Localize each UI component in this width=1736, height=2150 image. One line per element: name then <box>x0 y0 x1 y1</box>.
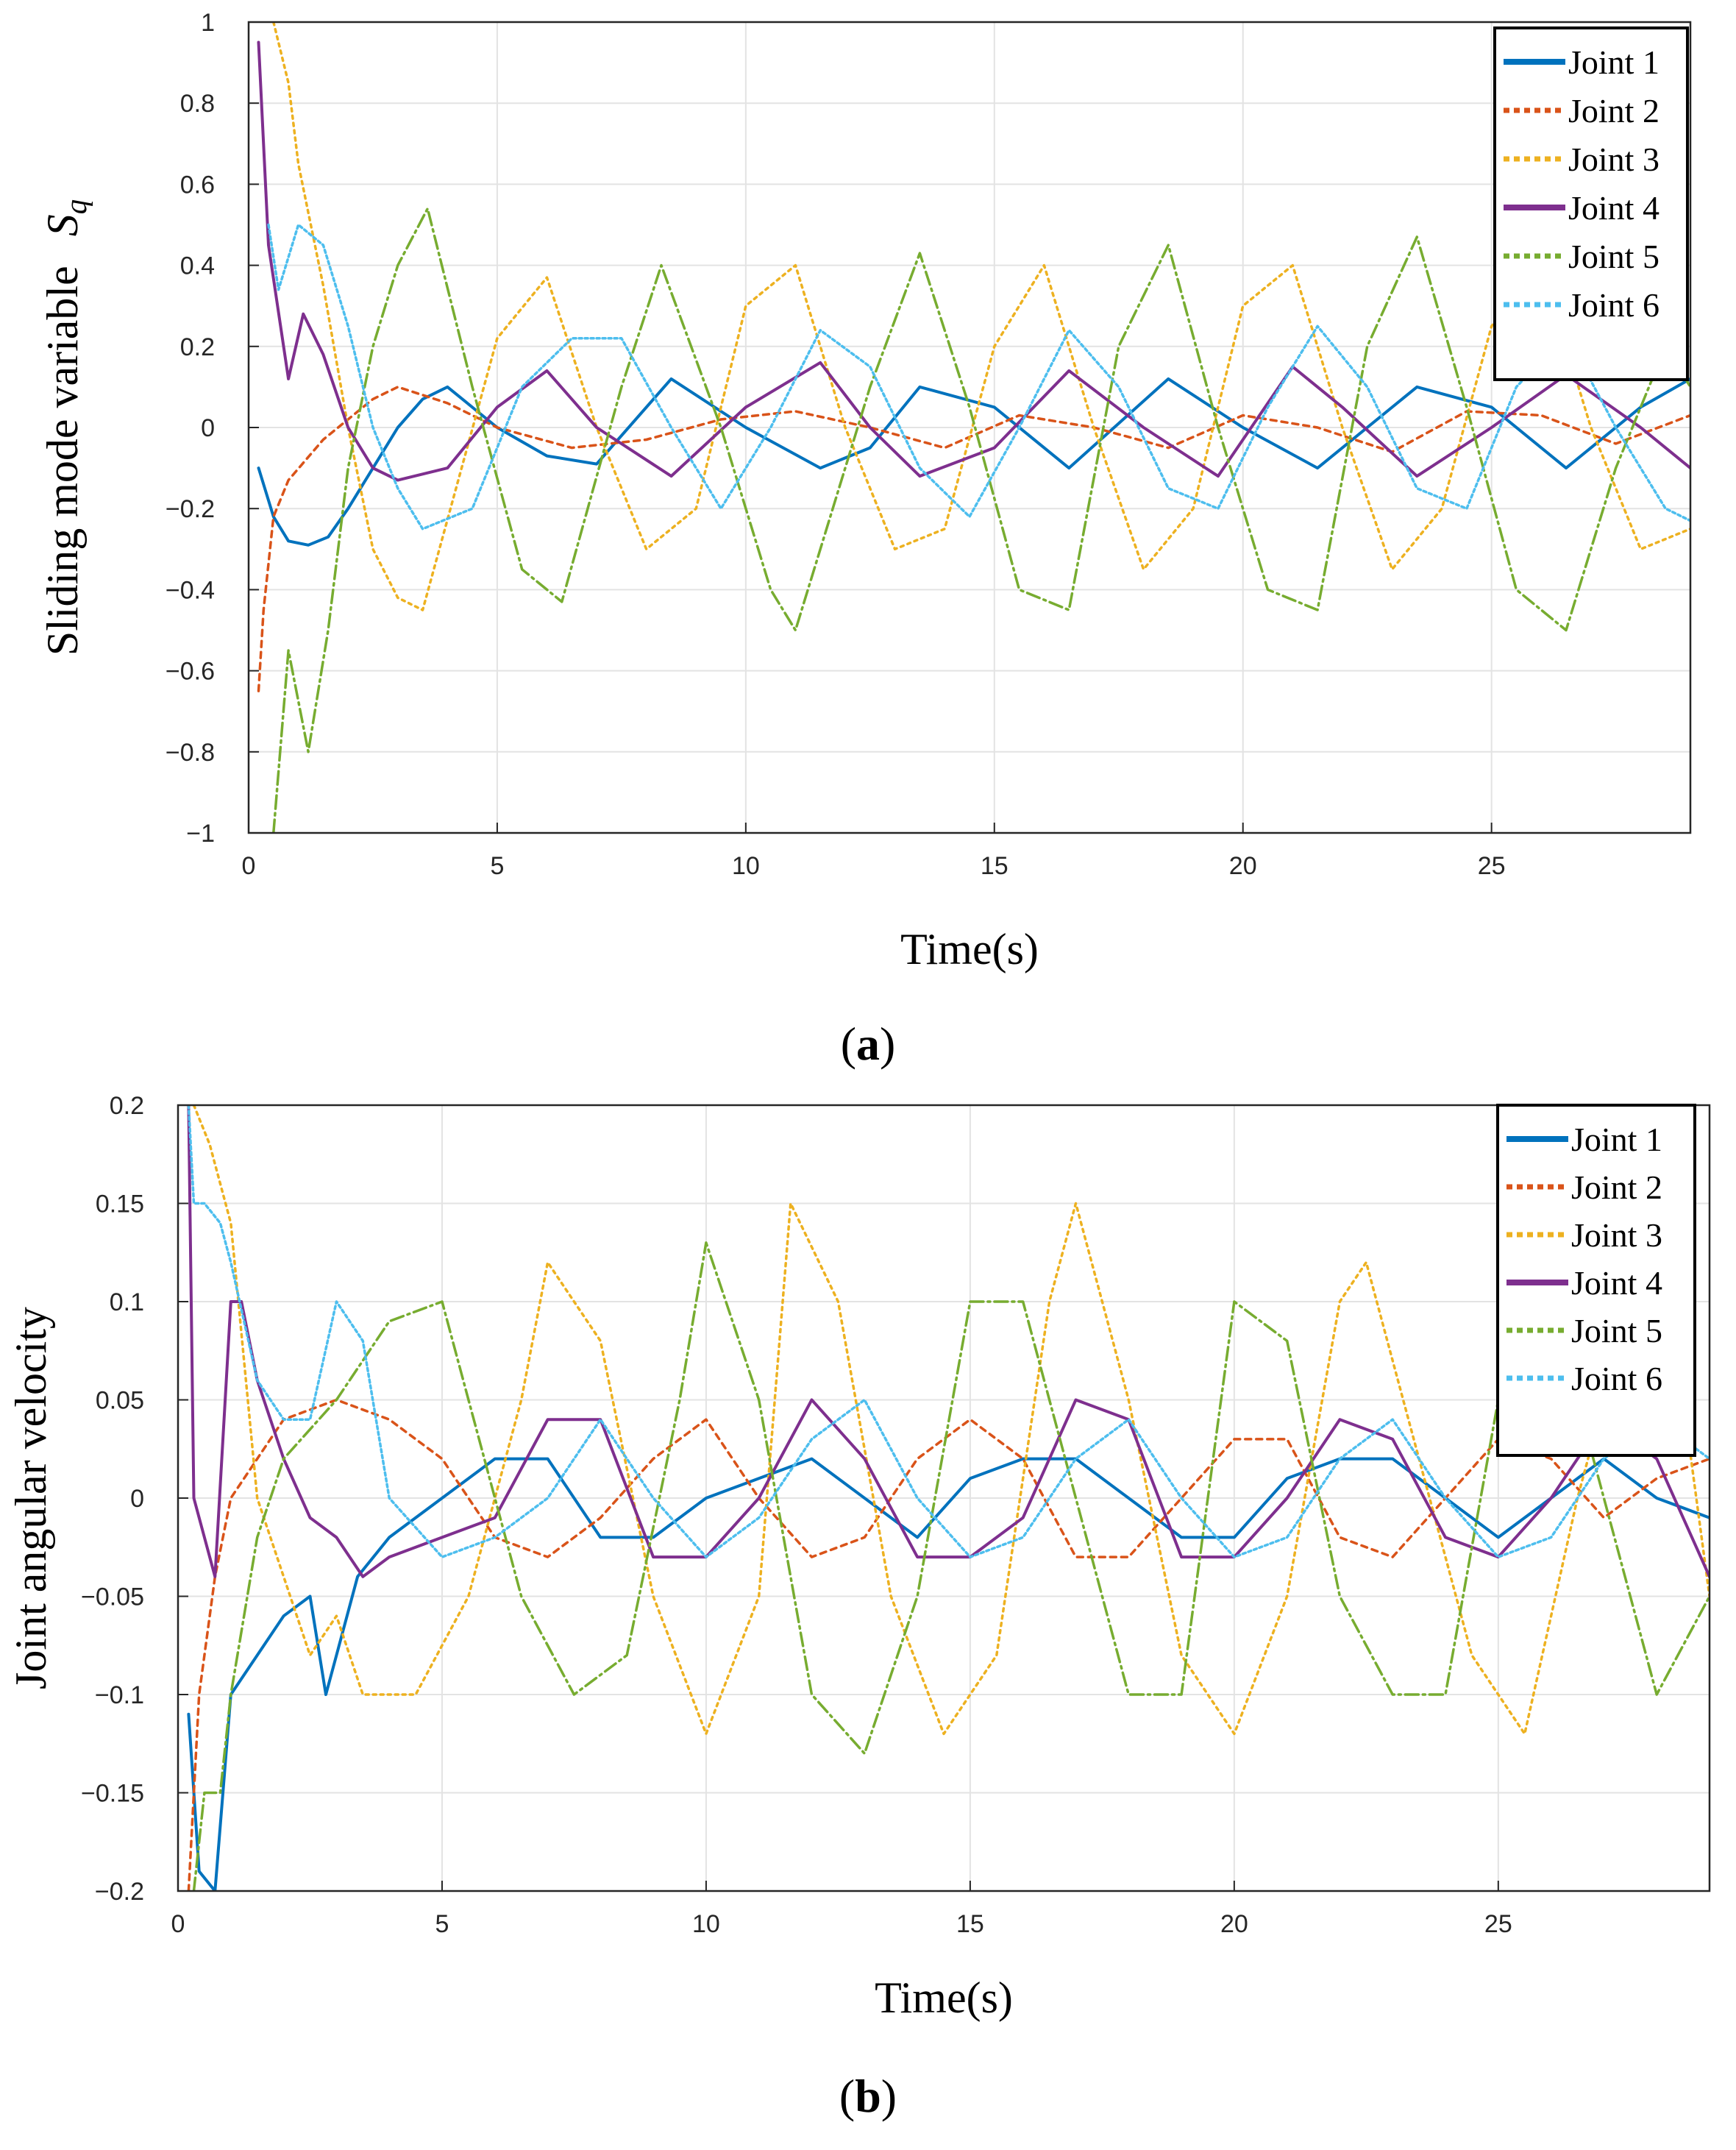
series-line-joint-6 <box>187 1105 1710 1558</box>
legend-label-joint-2: Joint 2 <box>1568 92 1659 130</box>
panel-a: 0 5 10 15 20 25 −1 −0.8 −0.6 −0.4 −0.2 0 0.2 0.4 0.6 0.… <box>38 9 1692 1070</box>
x-tick-label: 0 <box>171 1910 185 1938</box>
legend-label-joint-4: Joint 4 <box>1568 189 1659 227</box>
series-line-joint-4 <box>257 40 1690 482</box>
series-group <box>257 22 1690 833</box>
legend: Joint 1 Joint 2 Joint 3 Joint 4 Joint 5 Joint… <box>1493 26 1689 381</box>
y-tick-label: 0.05 <box>96 1387 144 1415</box>
legend-label-joint-2: Joint 2 <box>1571 1168 1662 1206</box>
y-tick-label: 0.8 <box>180 90 215 118</box>
y-tick-label: 0 <box>201 414 215 442</box>
legend-label-joint-3: Joint 3 <box>1571 1216 1662 1254</box>
y-tick-label: 0.6 <box>180 171 215 199</box>
legend-label-joint-5: Joint 5 <box>1571 1312 1662 1349</box>
x-tick-label: 25 <box>1484 1910 1512 1938</box>
x-tick-label: 5 <box>490 852 504 880</box>
x-axis-label: Time(s) <box>900 925 1039 973</box>
x-tick-label: 20 <box>1220 1910 1248 1938</box>
y-tick-label: −0.05 <box>81 1583 144 1611</box>
x-axis-label: Time(s) <box>875 1973 1013 2022</box>
x-tick-label: 20 <box>1229 852 1257 880</box>
series-group <box>187 1105 1710 1891</box>
y-tick-label: −0.8 <box>166 739 215 767</box>
y-tick-label: −0.2 <box>95 1878 144 1906</box>
y-tick-label: −1 <box>186 820 215 848</box>
panel-caption: (b) <box>839 2070 897 2122</box>
y-axis-label: Sliding mode variable Sq <box>38 199 93 656</box>
series-line-joint-1 <box>187 1457 1710 1891</box>
y-tick-label: 0.1 <box>110 1288 144 1316</box>
legend-label-joint-3: Joint 3 <box>1568 141 1659 178</box>
x-tick-label: 15 <box>956 1910 984 1938</box>
y-tick-label: −0.2 <box>166 495 215 523</box>
series-line-joint-5 <box>272 207 1690 833</box>
legend-label-joint-6: Joint 6 <box>1571 1360 1662 1397</box>
y-axis-label: Joint angular velocity <box>7 1307 55 1689</box>
y-tick-label: 0 <box>130 1485 144 1513</box>
x-tick-label: 10 <box>692 1910 720 1938</box>
x-tick-label: 15 <box>981 852 1008 880</box>
series-line-joint-3 <box>192 1105 1710 1736</box>
x-tick-label: 5 <box>435 1910 449 1938</box>
series-line-joint-1 <box>257 377 1690 547</box>
panel-caption: (a) <box>841 1018 896 1070</box>
series-line-joint-3 <box>272 22 1690 611</box>
legend-label-joint-4: Joint 4 <box>1571 1264 1662 1302</box>
y-tick-label: −0.1 <box>95 1681 144 1709</box>
legend-label-joint-5: Joint 5 <box>1568 238 1659 275</box>
y-axis-label-symbol: S <box>38 214 87 236</box>
x-tick-label: 25 <box>1478 852 1506 880</box>
y-axis-label-text: Joint angular velocity <box>7 1307 55 1689</box>
y-tick-label: 1 <box>201 9 215 37</box>
y-tick-label: 0.15 <box>96 1191 144 1218</box>
legend-box <box>1493 26 1689 381</box>
y-tick-label: 0.2 <box>110 1092 144 1120</box>
x-tick-label: 10 <box>732 852 760 880</box>
y-axis-label-subscript: q <box>60 199 93 214</box>
series-line-joint-5 <box>192 1241 1710 1891</box>
legend-label-joint-1: Joint 1 <box>1571 1121 1662 1158</box>
y-tick-label: −0.4 <box>166 576 215 604</box>
legend-label-joint-6: Joint 6 <box>1568 286 1659 324</box>
y-axis-label-text: Sliding mode variable <box>38 266 87 656</box>
legend: Joint 1 Joint 2 Joint 3 Joint 4 Joint 5 Joint… <box>1496 1104 1696 1457</box>
series-line-joint-6 <box>267 223 1690 531</box>
y-tick-label: −0.15 <box>81 1780 144 1808</box>
y-tick-label: −0.6 <box>166 658 215 686</box>
y-tick-label: 0.2 <box>180 333 215 361</box>
panel-b: 0 5 10 15 20 25 −0.2 −0.15 −0.1 −0.05 0 0.05 0.1 0.15… <box>7 1092 1711 2122</box>
legend-label-joint-1: Joint 1 <box>1568 43 1659 81</box>
series-line-joint-2 <box>187 1398 1710 1891</box>
x-tick-label: 0 <box>242 852 256 880</box>
y-tick-label: 0.4 <box>180 252 215 280</box>
